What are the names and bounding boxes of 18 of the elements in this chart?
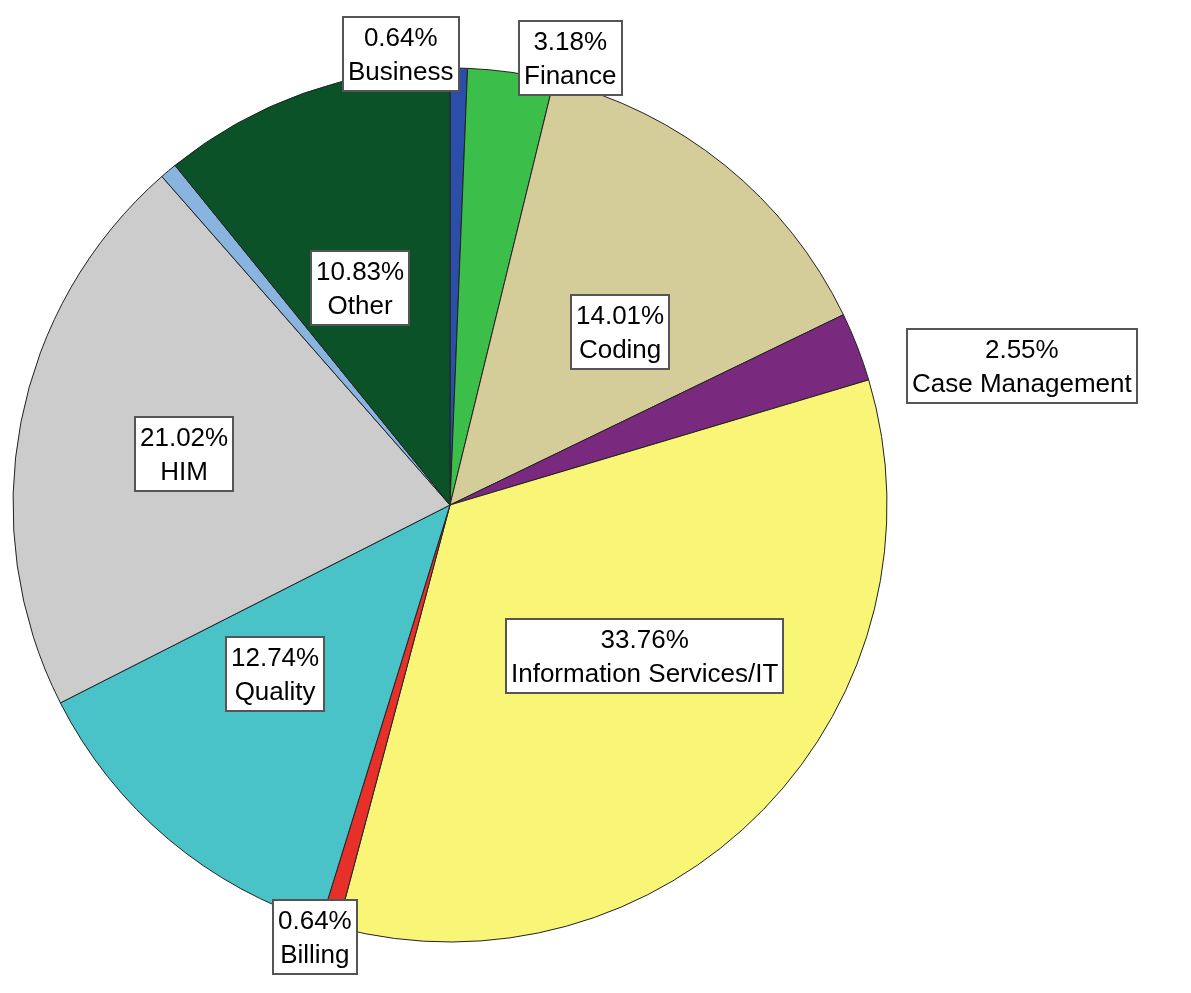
slice-label: Billing <box>280 938 350 969</box>
slice-label: Information Services/IT <box>511 657 779 688</box>
data-label: 10.83% <box>316 256 405 286</box>
data-label: 3.18% <box>533 26 608 56</box>
slice-label: Coding <box>578 333 662 364</box>
data-label: 12.74% <box>231 642 320 672</box>
data-label: 0.64% <box>363 22 438 52</box>
slice-label: Case Management <box>912 367 1133 398</box>
data-label: 14.01% <box>576 300 665 330</box>
slice-label: HIM <box>160 455 208 486</box>
data-label: 0.64% <box>278 905 352 935</box>
data-label: 33.76% <box>600 624 689 654</box>
slice-label: Quality <box>234 675 316 706</box>
slice-label: Other <box>327 289 393 320</box>
slice-label: Finance <box>524 59 617 90</box>
slice-label: Business <box>348 55 454 86</box>
data-label: 2.55% <box>984 334 1059 364</box>
data-label: 21.02% <box>140 422 229 452</box>
